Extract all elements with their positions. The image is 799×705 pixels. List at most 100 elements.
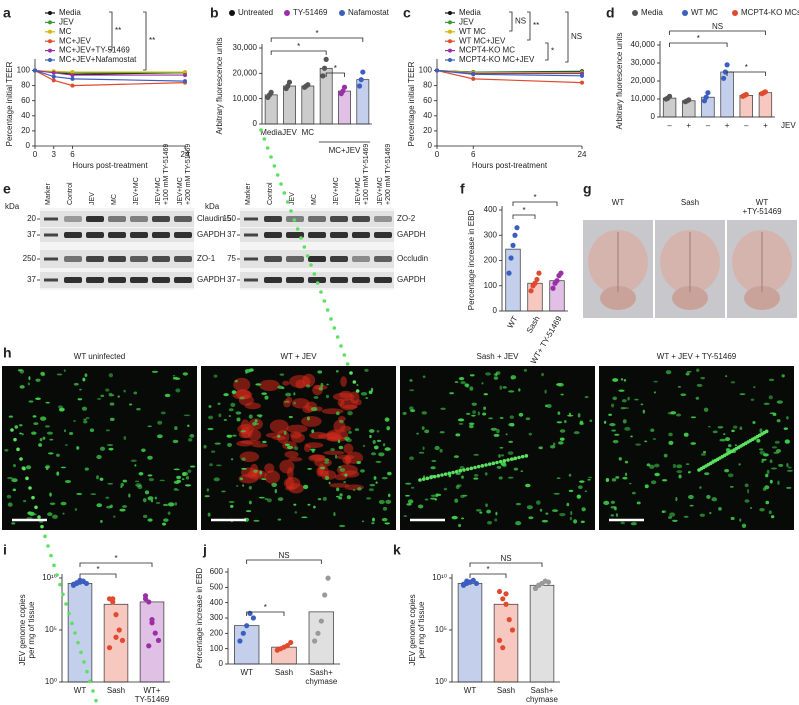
red-signal <box>315 406 323 412</box>
green-cell <box>485 372 491 376</box>
green-cell <box>618 389 625 392</box>
green-cell <box>19 424 23 427</box>
dot <box>240 630 246 636</box>
green-cell <box>82 377 86 382</box>
green-cell <box>384 522 390 525</box>
vessel <box>272 164 277 168</box>
vessel <box>22 466 26 471</box>
x-tick-label: 0 <box>33 150 38 159</box>
green-cell <box>137 485 143 490</box>
green-cell <box>786 416 789 420</box>
marker-band <box>244 257 258 261</box>
green-cell <box>228 415 231 417</box>
green-cell <box>328 481 331 485</box>
green-cell <box>409 389 415 392</box>
green-cell <box>249 368 254 372</box>
green-cell <box>323 461 330 464</box>
red-signal <box>259 379 280 392</box>
legend-dot <box>682 10 688 16</box>
green-cell <box>483 393 488 396</box>
green-cell <box>221 490 226 493</box>
significance: * <box>745 63 748 72</box>
panel-letter: j <box>202 542 207 558</box>
vessel <box>55 573 59 577</box>
red-signal <box>326 436 347 442</box>
green-cell <box>59 408 64 412</box>
x-tick-label: Media <box>260 128 282 137</box>
green-cell <box>106 505 112 509</box>
vessel <box>469 466 474 471</box>
dot <box>500 645 506 651</box>
lane-label: MC <box>311 194 318 205</box>
green-cell <box>481 381 484 385</box>
green-cell <box>369 483 376 487</box>
green-cell <box>783 427 789 430</box>
dot <box>312 638 318 644</box>
bar <box>139 601 165 683</box>
significance: ** <box>115 26 121 35</box>
green-cell <box>669 512 676 517</box>
green-cell <box>313 505 316 509</box>
bracket <box>246 611 285 616</box>
green-cell <box>764 485 770 490</box>
green-cell <box>259 470 263 475</box>
green-cell <box>588 476 593 479</box>
legend-dot <box>448 11 452 15</box>
vessel <box>312 272 317 276</box>
micrograph <box>2 366 197 530</box>
green-cell <box>640 403 644 406</box>
green-cell <box>226 434 233 438</box>
green-cell <box>559 429 566 433</box>
green-cell <box>40 371 45 376</box>
green-cell <box>608 413 613 416</box>
green-cell <box>624 472 628 476</box>
green-cell <box>460 517 465 520</box>
green-cell <box>421 426 425 430</box>
blot-band <box>374 232 392 238</box>
vessel <box>498 459 503 464</box>
blot-band <box>108 277 126 283</box>
blot-band <box>174 232 192 238</box>
dot <box>149 620 155 626</box>
green-cell <box>285 392 292 397</box>
green-cell <box>147 455 153 460</box>
green-cell <box>366 497 372 500</box>
green-cell <box>45 401 50 404</box>
vessel <box>443 472 448 476</box>
point <box>580 80 584 85</box>
green-cell <box>458 422 464 425</box>
green-cell <box>378 500 385 505</box>
dot <box>318 618 324 624</box>
green-cell <box>499 446 504 449</box>
green-cell <box>63 369 66 373</box>
green-cell <box>383 443 386 447</box>
green-cell <box>496 465 502 469</box>
green-cell <box>106 444 114 446</box>
x-tick-label: 0 <box>435 150 440 159</box>
vessel <box>502 459 507 463</box>
lane-label: JEV+MC+200 mM TY-51469 <box>377 144 392 205</box>
green-cell <box>100 394 105 398</box>
green-cell <box>56 471 60 476</box>
green-cell <box>765 500 770 505</box>
green-cell <box>649 464 655 469</box>
vessel <box>259 128 263 132</box>
legend-label: MC <box>59 27 72 36</box>
green-cell <box>493 373 497 376</box>
legend-label: MC+JEV+Nafamostat <box>59 55 137 64</box>
dot <box>508 255 514 261</box>
dot <box>322 592 328 598</box>
green-cell <box>384 417 390 422</box>
green-cell <box>769 459 773 464</box>
green-cell <box>372 517 375 522</box>
vessel <box>285 200 290 204</box>
band-label: GAPDH <box>397 230 426 239</box>
green-cell <box>628 482 632 485</box>
green-cell <box>777 480 780 485</box>
blot-band <box>374 277 392 283</box>
green-cell <box>44 466 50 469</box>
green-cell <box>696 368 700 372</box>
legend-label: MCPT4-KO MC+JEV <box>459 55 535 64</box>
bracket <box>512 214 536 219</box>
vessel <box>265 146 270 150</box>
